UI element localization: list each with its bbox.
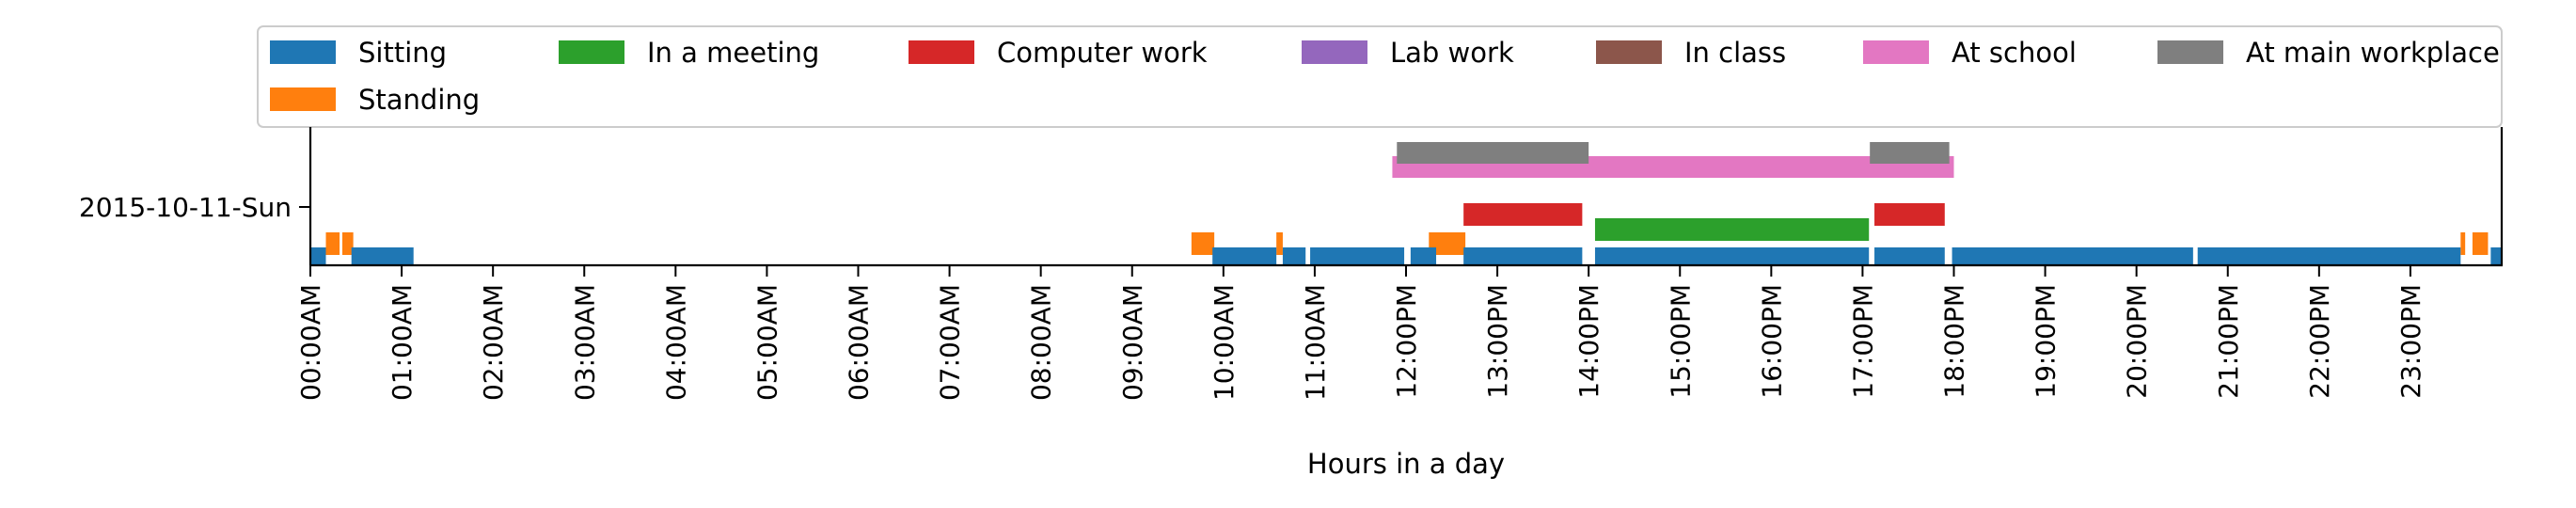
bar-sitting-11 [2490, 247, 2502, 265]
bar-sitting-6 [1463, 247, 1583, 265]
legend-swatch-at-school [1863, 40, 1929, 64]
x-tick-label-14: 14:00PM [1573, 284, 1604, 399]
bar-at-main-workplace-0 [1397, 142, 1589, 164]
bar-sitting-3 [1282, 247, 1306, 265]
bar-sitting-8 [1874, 247, 1945, 265]
bar-computer-work-0 [1463, 203, 1583, 226]
x-tick-label-9: 09:00AM [1117, 284, 1148, 401]
bar-standing-1 [341, 232, 354, 255]
x-tick-label-13: 13:00PM [1482, 284, 1513, 399]
x-tick-label-23: 23:00PM [2395, 284, 2426, 399]
bar-sitting-10 [2197, 247, 2461, 265]
legend-swatch-standing [270, 87, 336, 111]
x-tick-label-22: 22:00PM [2304, 284, 2335, 399]
x-tick-label-10: 10:00AM [1209, 284, 1240, 401]
legend-label-in-class: In class [1684, 37, 1786, 69]
legend-label-standing: Standing [358, 84, 480, 116]
x-tick-label-18: 18:00PM [1939, 284, 1970, 399]
bar-computer-work-1 [1874, 203, 1945, 226]
legend-swatch-computer-work [909, 40, 974, 64]
x-tick-label-1: 01:00AM [387, 284, 418, 401]
x-tick-label-17: 17:00PM [1847, 284, 1878, 399]
x-tick-label-20: 20:00PM [2122, 284, 2153, 399]
bar-sitting-0 [310, 247, 326, 265]
x-tick-label-19: 19:00PM [2031, 284, 2062, 399]
legend-label-at-main-workplace: At main workplace [2246, 37, 2500, 69]
legend-swatch-lab-work [1302, 40, 1367, 64]
legend-swatch-in-a-meeting [559, 40, 624, 64]
legend-swatch-in-class [1596, 40, 1662, 64]
x-tick-label-8: 08:00AM [1026, 284, 1057, 401]
x-axis-title: Hours in a day [1307, 448, 1505, 480]
bar-sitting-5 [1410, 247, 1437, 265]
bar-standing-5 [2460, 232, 2466, 255]
legend-swatch-at-main-workplace [2157, 40, 2223, 64]
x-tick-label-3: 03:00AM [569, 284, 600, 401]
bar-standing-2 [1191, 232, 1215, 255]
x-tick-label-7: 07:00AM [935, 284, 966, 401]
legend: Sitting In a meeting Computer work Lab work… [257, 25, 2503, 128]
legend-label-lab-work: Lab work [1390, 37, 1514, 69]
axes: 2015-10-11-Sun 00:00AM 01:00AM 02:00AM 03:00… [79, 127, 2504, 401]
bar-in-a-meeting-0 [1594, 218, 1870, 241]
x-tick-label-5: 05:00AM [751, 284, 782, 401]
legend-label-at-school: At school [1952, 37, 2077, 69]
legend-label-sitting: Sitting [358, 37, 447, 69]
legend-frame [257, 25, 2503, 128]
bar-sitting-9 [1952, 247, 2193, 265]
x-tick-label-6: 06:00AM [844, 284, 875, 401]
x-tick-label-4: 04:00AM [660, 284, 691, 401]
x-tick-label-16: 16:00PM [1756, 284, 1787, 399]
bar-at-main-workplace-1 [1870, 142, 1950, 164]
bar-standing-6 [2472, 232, 2489, 255]
x-tick-label-21: 21:00PM [2213, 284, 2244, 399]
legend-label-computer-work: Computer work [997, 37, 1208, 69]
x-tick-label-12: 12:00PM [1391, 284, 1422, 399]
legend-label-in-a-meeting: In a meeting [647, 37, 819, 69]
x-tick-label-2: 02:00AM [478, 284, 509, 401]
bar-standing-0 [325, 232, 340, 255]
activity-bars [310, 142, 2502, 265]
bar-sitting-7 [1594, 247, 1870, 265]
bar-sitting-2 [1212, 247, 1277, 265]
x-tick-label-0: 00:00AM [295, 284, 326, 401]
x-tick-label-11: 11:00AM [1300, 284, 1331, 401]
bar-sitting-4 [1310, 247, 1405, 265]
legend-swatch-sitting [270, 40, 336, 64]
x-tick-label-15: 15:00PM [1665, 284, 1696, 399]
y-tick-label-0: 2015-10-11-Sun [79, 192, 292, 223]
bar-standing-3 [1276, 232, 1283, 255]
bar-sitting-1 [351, 247, 414, 265]
